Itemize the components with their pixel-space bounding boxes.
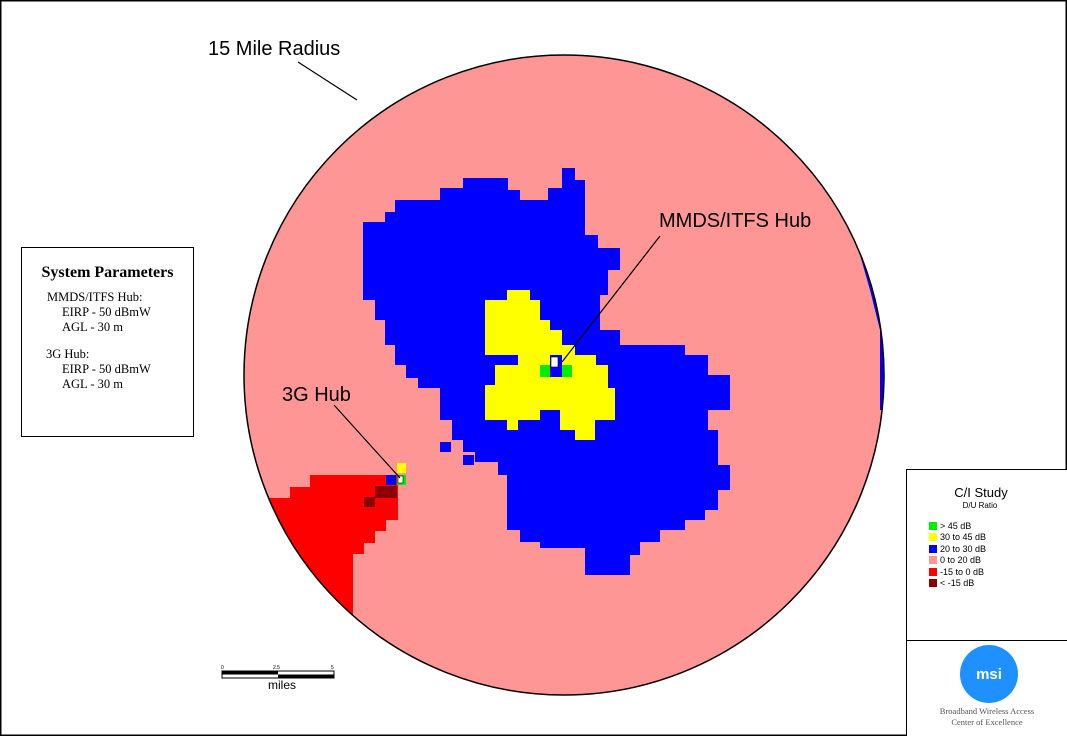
- legend-item: -15 to 0 dB: [929, 566, 1067, 578]
- coverage-above-45db-cell: [562, 365, 572, 377]
- parameters-title: System Parameters: [41, 264, 174, 281]
- scale-tick-label: 5: [331, 665, 334, 671]
- legend-swatch: [929, 556, 937, 565]
- mmds-leader-line: [561, 235, 661, 363]
- legend-swatch: [929, 533, 937, 542]
- legend-item-label: 20 to 30 dB: [940, 543, 987, 554]
- coverage-area: [244, 55, 884, 695]
- logo-line-2: Center of Excellence: [951, 717, 1023, 727]
- coverage-20-30db-cell: [550, 365, 562, 377]
- legend-item: > 45 dB: [929, 520, 1067, 532]
- coverage-30-45db-edge: [848, 205, 856, 222]
- legend-item: 30 to 45 dB: [929, 532, 1067, 544]
- g3-agl-value: AGL - 30 m: [62, 377, 123, 391]
- legend-item: 20 to 30 dB: [929, 543, 1067, 555]
- radius-circle: [243, 54, 885, 696]
- coverage-below-minus15db-cell: [364, 497, 375, 507]
- legend-item-label: -15 to 0 dB: [940, 566, 985, 577]
- logo-line-1: Broadband Wireless Access: [939, 706, 1035, 716]
- legend-swatch: [929, 544, 937, 553]
- legend-title: C/I Study: [954, 485, 1008, 500]
- legend-items: > 45 dB 30 to 45 dB 20 to 30 dB 0 to 20 dB -…: [929, 520, 1067, 589]
- scale-tick-label: 0: [221, 665, 224, 671]
- legend-item-label: < -15 dB: [940, 578, 975, 589]
- g3-hub-label: 3G Hub:: [46, 347, 90, 361]
- radius-callout: 15 Mile Radius: [208, 38, 341, 60]
- coverage-30-45db-edge: [805, 140, 825, 165]
- coverage-20-30db-cell: [386, 475, 396, 485]
- legend-swatch: [929, 579, 937, 588]
- scale-bar: [221, 670, 335, 679]
- legend-item-label: 0 to 20 dB: [940, 555, 982, 566]
- coverage-20-30db-cell: [520, 475, 531, 487]
- g3-leader-line: [333, 404, 401, 479]
- g3-hub-callout: 3G Hub: [282, 384, 351, 406]
- legend-item-label: 30 to 45 dB: [940, 532, 987, 543]
- logo-caption: Broadband Wireless Access Center of Exce…: [907, 706, 1067, 728]
- mmds-hub-callout: MMDS/ITFS Hub: [659, 210, 812, 232]
- mmds-eirp-value: EIRP - 50 dBmW: [62, 305, 151, 319]
- legend-item-label: > 45 dB: [940, 520, 972, 531]
- g3-eirp-value: EIRP - 50 dBmW: [62, 362, 151, 376]
- legend-swatch: [929, 567, 937, 576]
- legend-subtitle: D/U Ratio: [962, 501, 998, 510]
- system-parameters-panel: System Parameters MMDS/ITFS Hub: EIRP - …: [21, 247, 194, 437]
- mmds-hub-label: MMDS/ITFS Hub:: [47, 290, 143, 304]
- coverage-20-30db-cell: [463, 455, 474, 465]
- legend-item: < -15 dB: [929, 578, 1067, 590]
- scale-tick-label: 2.5: [273, 665, 280, 671]
- coverage-30-45db-cell: [397, 463, 406, 473]
- coverage-below-minus15db-cell: [375, 486, 397, 498]
- scale-unit-label: miles: [268, 678, 297, 692]
- legend-item: 0 to 20 dB: [929, 555, 1067, 567]
- coverage-20-30db-cell: [440, 442, 451, 452]
- msi-logo-icon: msi: [960, 645, 1018, 703]
- mmds-agl-value: AGL - 30 m: [62, 320, 123, 334]
- legend-panel: C/I Study D/U Ratio > 45 dB 30 to 45 dB 20…: [906, 469, 1067, 736]
- legend-divider: [907, 640, 1067, 641]
- g3-hub-marker: [397, 475, 404, 484]
- legend-swatch: [929, 521, 937, 530]
- radius-leader-line: [297, 61, 358, 101]
- mmds-hub-marker: [550, 356, 559, 368]
- coverage-above-45db-cell: [540, 365, 550, 377]
